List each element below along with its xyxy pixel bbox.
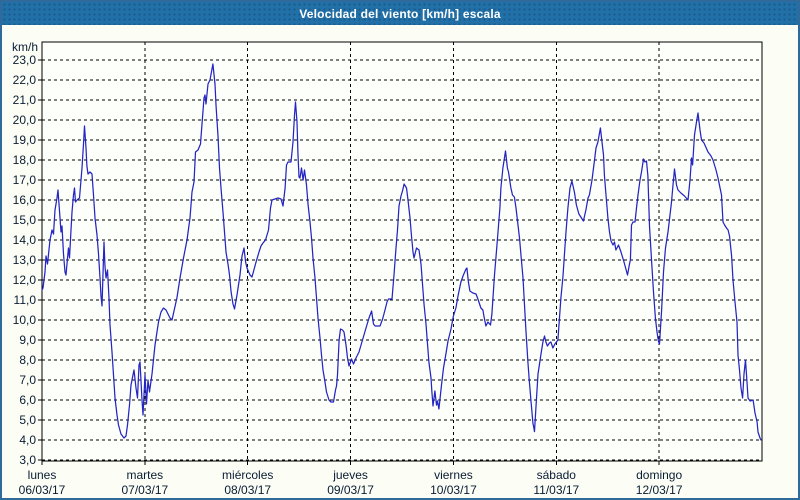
wind-speed-line bbox=[41, 63, 762, 441]
y-tick-label: 3,0 bbox=[19, 453, 36, 467]
x-day-label: lunes bbox=[28, 468, 57, 482]
y-tick-label: 5,0 bbox=[19, 413, 36, 427]
x-day-label: viernes bbox=[434, 468, 473, 482]
x-date-label: 07/03/17 bbox=[121, 483, 168, 497]
y-tick-label: 19,0 bbox=[13, 133, 37, 147]
y-tick-label: 17,0 bbox=[13, 173, 37, 187]
y-tick-label: 9,0 bbox=[19, 333, 36, 347]
plot-area bbox=[42, 42, 762, 461]
x-day-label: sábado bbox=[537, 468, 577, 482]
y-axis-unit-label: km/h bbox=[12, 40, 38, 54]
x-date-label: 12/03/17 bbox=[636, 483, 683, 497]
y-tick-label: 8,0 bbox=[19, 353, 36, 367]
y-tick-label: 10,0 bbox=[13, 313, 37, 327]
y-tick-label: 18,0 bbox=[13, 153, 37, 167]
chart-title-bar: Velocidad del viento [km/h] escala bbox=[2, 2, 798, 25]
y-tick-label: 22,0 bbox=[13, 73, 37, 87]
y-tick-label: 20,0 bbox=[13, 113, 37, 127]
y-tick-label: 21,0 bbox=[13, 93, 37, 107]
x-date-label: 11/03/17 bbox=[533, 483, 579, 497]
y-tick-label: 13,0 bbox=[13, 253, 37, 267]
x-day-label: jueves bbox=[332, 468, 368, 482]
y-tick-label: 11,0 bbox=[14, 293, 37, 307]
y-tick-label: 16,0 bbox=[13, 193, 37, 207]
x-day-label: miércoles bbox=[222, 468, 273, 482]
y-tick-label: 4,0 bbox=[19, 433, 36, 447]
x-day-label: domingo bbox=[636, 468, 682, 482]
x-date-label: 08/03/17 bbox=[224, 483, 271, 497]
chart-title: Velocidad del viento [km/h] escala bbox=[299, 6, 501, 21]
y-tick-label: 7,0 bbox=[19, 373, 36, 387]
y-tick-label: 15,0 bbox=[13, 213, 37, 227]
y-tick-label: 12,0 bbox=[13, 273, 37, 287]
plot-border bbox=[41, 41, 763, 462]
x-day-label: martes bbox=[127, 468, 164, 482]
y-tick-label: 6,0 bbox=[19, 393, 36, 407]
y-tick-label: 14,0 bbox=[13, 233, 37, 247]
x-date-label: 09/03/17 bbox=[327, 483, 374, 497]
x-date-label: 06/03/17 bbox=[19, 483, 66, 497]
x-date-label: 10/03/17 bbox=[430, 483, 477, 497]
y-tick-label: 23,0 bbox=[13, 53, 37, 67]
